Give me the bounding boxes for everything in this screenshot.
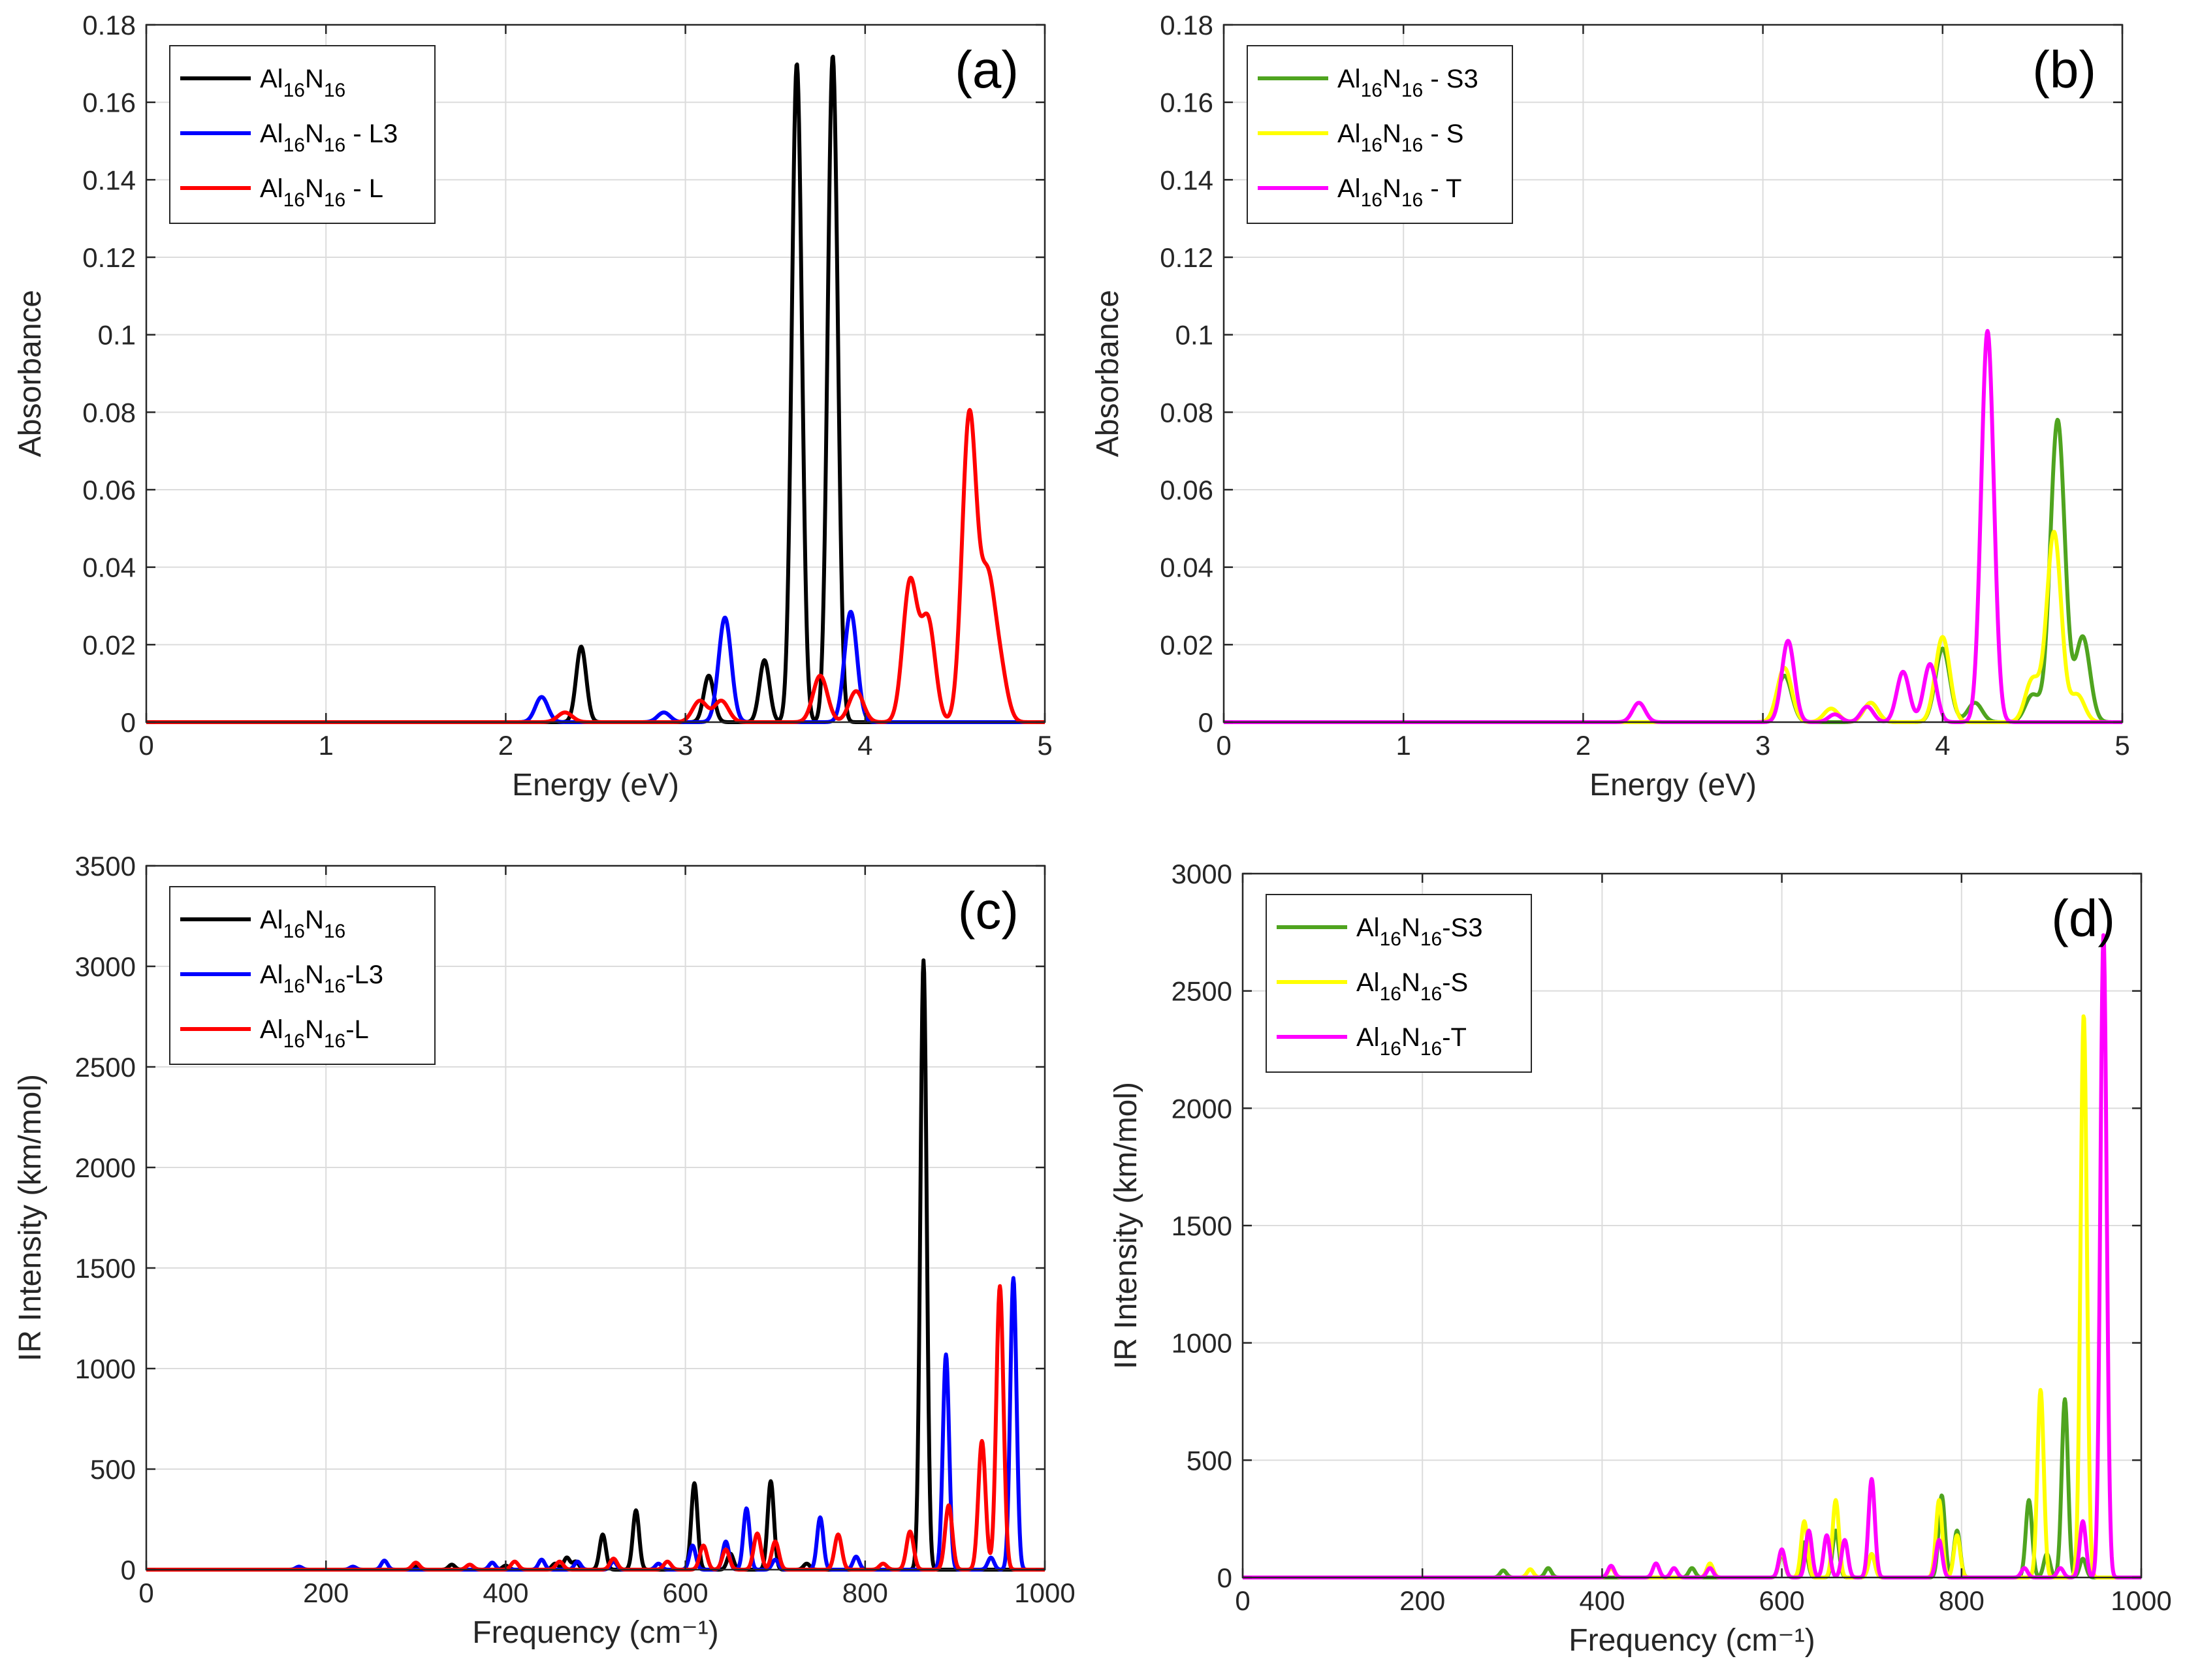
legend: Al16N16-S3 Al16N16-S Al16N16-T	[1266, 894, 1532, 1073]
x-tick-label: 2	[498, 730, 513, 761]
x-tick-label: 600	[1759, 1585, 1805, 1616]
legend-entry-label: Al16N16	[260, 906, 345, 942]
panel-label: (c)	[958, 881, 1019, 940]
y-tick-label: 0.04	[82, 552, 136, 583]
y-tick-label: 0.02	[1160, 629, 1213, 660]
legend-entry-label: Al16N16 - L	[260, 174, 383, 211]
y-tick-label: 0.04	[1160, 552, 1213, 583]
legend: Al16N16 - S3 Al16N16 - S Al16N16 - T	[1247, 45, 1513, 224]
y-axis-label: Absorbance	[13, 290, 48, 457]
panel-label: (b)	[2032, 40, 2096, 99]
y-tick-label: 0.18	[82, 10, 136, 40]
y-tick-label: 0	[121, 1555, 136, 1585]
x-tick-label: 200	[1399, 1585, 1445, 1616]
legend-entry-label: Al16N16 - L3	[260, 119, 398, 156]
legend-entry-label: Al16N16-L3	[260, 960, 383, 997]
x-axis-label: Energy (eV)	[1589, 768, 1757, 802]
y-tick-label: 3000	[1172, 859, 1232, 889]
y-axis-label: Absorbance	[1091, 290, 1125, 457]
axes-frame	[145, 24, 1046, 723]
x-tick-label: 1	[319, 730, 334, 761]
legend-entry-label: Al16N16	[260, 65, 345, 101]
y-axis-label: IR Intensity (km/mol)	[13, 1074, 48, 1361]
y-tick-label: 0.12	[1160, 242, 1213, 273]
axes-frame	[145, 864, 1046, 1571]
y-tick-label: 0.16	[82, 87, 136, 118]
y-tick-label: 500	[90, 1454, 136, 1485]
x-tick-label: 5	[1037, 730, 1052, 761]
legend-entry-label: Al16N16-L	[260, 1015, 369, 1052]
x-tick-label: 800	[1939, 1585, 1985, 1616]
legend-entry-label: Al16N16 - T	[1337, 174, 1461, 211]
x-axis-label: Frequency (cm⁻¹)	[472, 1615, 718, 1650]
legend-entry-label: Al16N16 - S3	[1337, 65, 1478, 101]
x-tick-label: 0	[1216, 730, 1231, 761]
x-tick-label: 600	[663, 1577, 709, 1608]
x-tick-label: 200	[303, 1577, 349, 1608]
y-tick-label: 2000	[1172, 1093, 1232, 1124]
y-tick-label: 0.06	[1160, 475, 1213, 505]
x-tick-label: 0	[138, 730, 153, 761]
y-tick-label: 0.18	[1160, 10, 1213, 40]
legend-entry-label: Al16N16-T	[1356, 1023, 1467, 1060]
x-tick-label: 800	[842, 1577, 888, 1608]
y-tick-label: 0.14	[1160, 165, 1213, 195]
panel-label: (d)	[2051, 889, 2115, 947]
y-tick-label: 1500	[1172, 1211, 1232, 1241]
y-tick-label: 0.06	[82, 475, 136, 505]
x-axis-label: Energy (eV)	[512, 768, 679, 802]
x-tick-label: 2	[1576, 730, 1591, 761]
x-tick-label: 0	[1235, 1585, 1250, 1616]
y-tick-label: 0.12	[82, 242, 136, 273]
x-axis-label: Frequency (cm⁻¹)	[1569, 1623, 1815, 1658]
chart-panel-c: 0 200 400 600 800 1000 0 500 1000 1500 2000 2500 300…	[13, 851, 1076, 1650]
y-tick-label: 3000	[75, 951, 136, 982]
y-tick-label: 0.02	[82, 629, 136, 660]
y-tick-label: 0	[1217, 1562, 1232, 1593]
panel-label: (a)	[955, 40, 1019, 99]
y-tick-label: 3500	[75, 851, 136, 881]
y-tick-label: 0	[121, 707, 136, 738]
y-tick-label: 1000	[1172, 1328, 1232, 1359]
y-tick-label: 0.1	[1175, 320, 1213, 351]
y-tick-label: 2500	[75, 1052, 136, 1083]
x-tick-label: 0	[138, 1577, 153, 1608]
x-tick-label: 4	[1935, 730, 1950, 761]
y-tick-label: 0.08	[1160, 397, 1213, 428]
y-tick-label: 500	[1187, 1445, 1232, 1476]
chart-panel-d: 0 200 400 600 800 1000 0 500 1000 1500 2000 2500 300…	[1109, 859, 2172, 1658]
y-tick-label: 0.14	[82, 165, 136, 195]
y-tick-label: 0	[1198, 707, 1213, 738]
legend-entry-label: Al16N16-S	[1356, 968, 1468, 1005]
axes-frame	[1222, 24, 2124, 723]
x-tick-label: 1000	[2111, 1585, 2171, 1616]
x-tick-label: 4	[857, 730, 872, 761]
y-tick-label: 0.08	[82, 397, 136, 428]
y-tick-label: 2500	[1172, 976, 1232, 1007]
legend-entry-label: Al16N16-S3	[1356, 913, 1482, 950]
x-tick-label: 400	[483, 1577, 528, 1608]
y-tick-label: 0.1	[98, 320, 136, 351]
y-tick-label: 1000	[75, 1354, 136, 1384]
legend: Al16N16 Al16N16-L3 Al16N16-L	[169, 886, 436, 1065]
x-tick-label: 3	[1755, 730, 1770, 761]
chart-panel-b: 0 1 2 3 4 5 0 0.02 0.04 0.06 0.08 0.1 0.12 0.14 0.16 0.…	[1091, 10, 2130, 802]
x-tick-label: 3	[678, 730, 693, 761]
y-tick-label: 2000	[75, 1152, 136, 1183]
x-tick-label: 1	[1396, 730, 1411, 761]
chart-panel-a: 0 1 2 3 4 5 0 0.02 0.04 0.06 0.08 0.1 0.12 0.14 0.16 0.…	[13, 10, 1053, 802]
y-axis-label: IR Intensity (km/mol)	[1109, 1082, 1143, 1369]
y-tick-label: 1500	[75, 1253, 136, 1284]
x-tick-label: 5	[2114, 730, 2129, 761]
y-tick-label: 0.16	[1160, 87, 1213, 118]
legend-entry-label: Al16N16 - S	[1337, 119, 1463, 156]
x-tick-label: 400	[1579, 1585, 1625, 1616]
legend: Al16N16 Al16N16 - L3 Al16N16 - L	[169, 45, 436, 224]
x-tick-label: 1000	[1014, 1577, 1075, 1608]
